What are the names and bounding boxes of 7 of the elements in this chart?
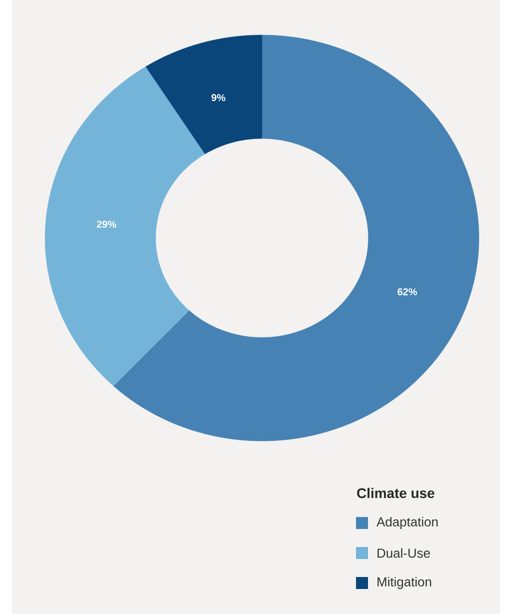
legend-label: Mitigation bbox=[378, 576, 432, 590]
legend-label: Adaptation bbox=[376, 516, 438, 530]
legend-title: Climate use bbox=[357, 488, 434, 498]
data-label: 29% bbox=[96, 220, 116, 228]
data-label: 9% bbox=[212, 94, 226, 102]
legend-label: Dual-Use bbox=[378, 548, 430, 558]
data-label: 62% bbox=[398, 288, 417, 296]
